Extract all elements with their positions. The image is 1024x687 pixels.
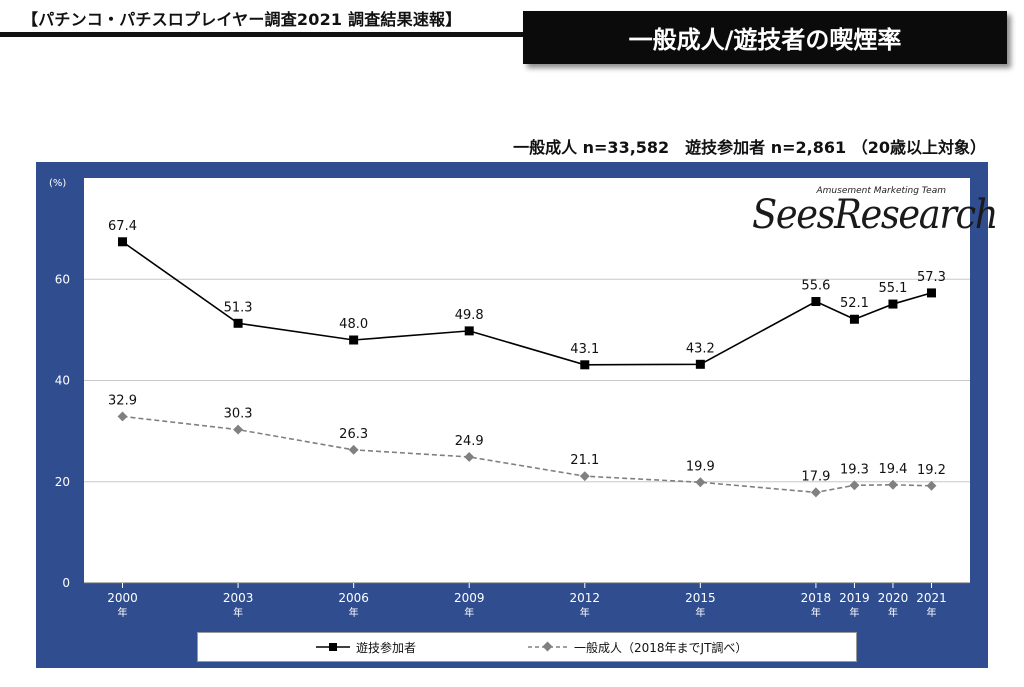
seesresearch-logo: Amusement Marketing Team SeesResearch [744,180,998,244]
legend-item-players: 遊技参加者 [316,639,416,656]
y-tick-label: 40 [55,374,70,388]
sample-size-note: 一般成人 n=33,582 遊技参加者 n=2,861 （20歳以上対象） [513,138,986,157]
data-point-diamond [348,444,359,455]
data-point-diamond [926,480,937,491]
data-point-square [695,359,705,369]
data-point-square [849,314,859,324]
data-label: 19.3 [840,462,869,477]
y-tick-label: 20 [55,475,70,489]
x-tick-label: 2018 年 [801,591,832,619]
data-label: 67.4 [108,219,137,234]
data-point-square [118,237,128,247]
x-tick-label: 2000 年 [107,591,138,619]
data-point-square [888,299,898,309]
x-tick-label: 2020 年 [878,591,909,619]
y-tick-label: 0 [62,576,70,590]
legend-item-adults: 一般成人（2018年までJT調べ） [528,639,747,656]
data-label: 26.3 [339,427,368,442]
data-label: 43.2 [686,341,715,356]
x-tick-label: 2009 年 [454,591,485,619]
logo-tagline: Amusement Marketing Team [816,186,947,196]
data-label: 43.1 [570,342,599,357]
data-label: 24.9 [455,434,484,449]
data-label: 55.6 [801,279,830,294]
data-point-square [580,360,590,370]
data-label: 17.9 [801,469,830,484]
logo-wordmark: SeesResearch [752,192,998,238]
data-label: 21.1 [570,453,599,468]
data-point-diamond [464,451,475,462]
data-point-square [464,326,474,336]
series-line-1 [122,415,932,494]
data-label: 55.1 [878,281,907,296]
data-point-diamond [579,471,590,482]
series-line-0 [122,241,932,366]
y-tick-label: 60 [55,272,70,286]
legend-solid-square-icon [316,643,350,651]
data-label: 19.9 [686,459,715,474]
x-tick-label: 2003 年 [223,591,254,619]
header-rule [0,32,540,37]
data-point-square [233,318,243,328]
data-label: 19.2 [917,463,946,478]
data-label: 32.9 [108,393,137,408]
x-tick-label: 2012 年 [570,591,601,619]
chart-legend: 遊技参加者 一般成人（2018年までJT調べ） [197,632,857,662]
data-label: 19.4 [878,462,907,477]
slide-title: 一般成人/遊技者の喫煙率 [628,26,902,54]
data-point-square [349,335,359,345]
legend-dashed-diamond-icon [528,641,568,652]
data-label: 30.3 [224,407,253,422]
x-tick-label: 2015 年 [685,591,716,619]
data-label: 52.1 [840,296,869,311]
data-point-square [811,297,821,307]
slide-title-box: 一般成人/遊技者の喫煙率 [523,11,1007,64]
y-axis-unit-label: (%) [49,178,66,189]
legend-label-players: 遊技参加者 [356,640,417,655]
x-tick-label: 2019 年 [839,591,870,619]
x-tick-label: 2021 年 [916,591,947,619]
data-point-diamond [233,424,244,435]
data-point-diamond [888,479,898,490]
x-tick-label: 2006 年 [338,591,369,619]
data-label: 49.8 [455,308,484,323]
data-point-square [926,288,936,298]
data-label: 48.0 [339,317,368,332]
data-point-diamond [810,487,821,498]
data-point-diamond [849,480,860,491]
report-title: 【パチンコ・パチスロプレイヤー調査2021 調査結果速報】 [22,10,462,29]
legend-label-adults: 一般成人（2018年までJT調べ） [574,640,748,655]
data-label: 51.3 [224,300,253,315]
data-label: 57.3 [917,270,946,285]
data-point-diamond [695,477,706,488]
